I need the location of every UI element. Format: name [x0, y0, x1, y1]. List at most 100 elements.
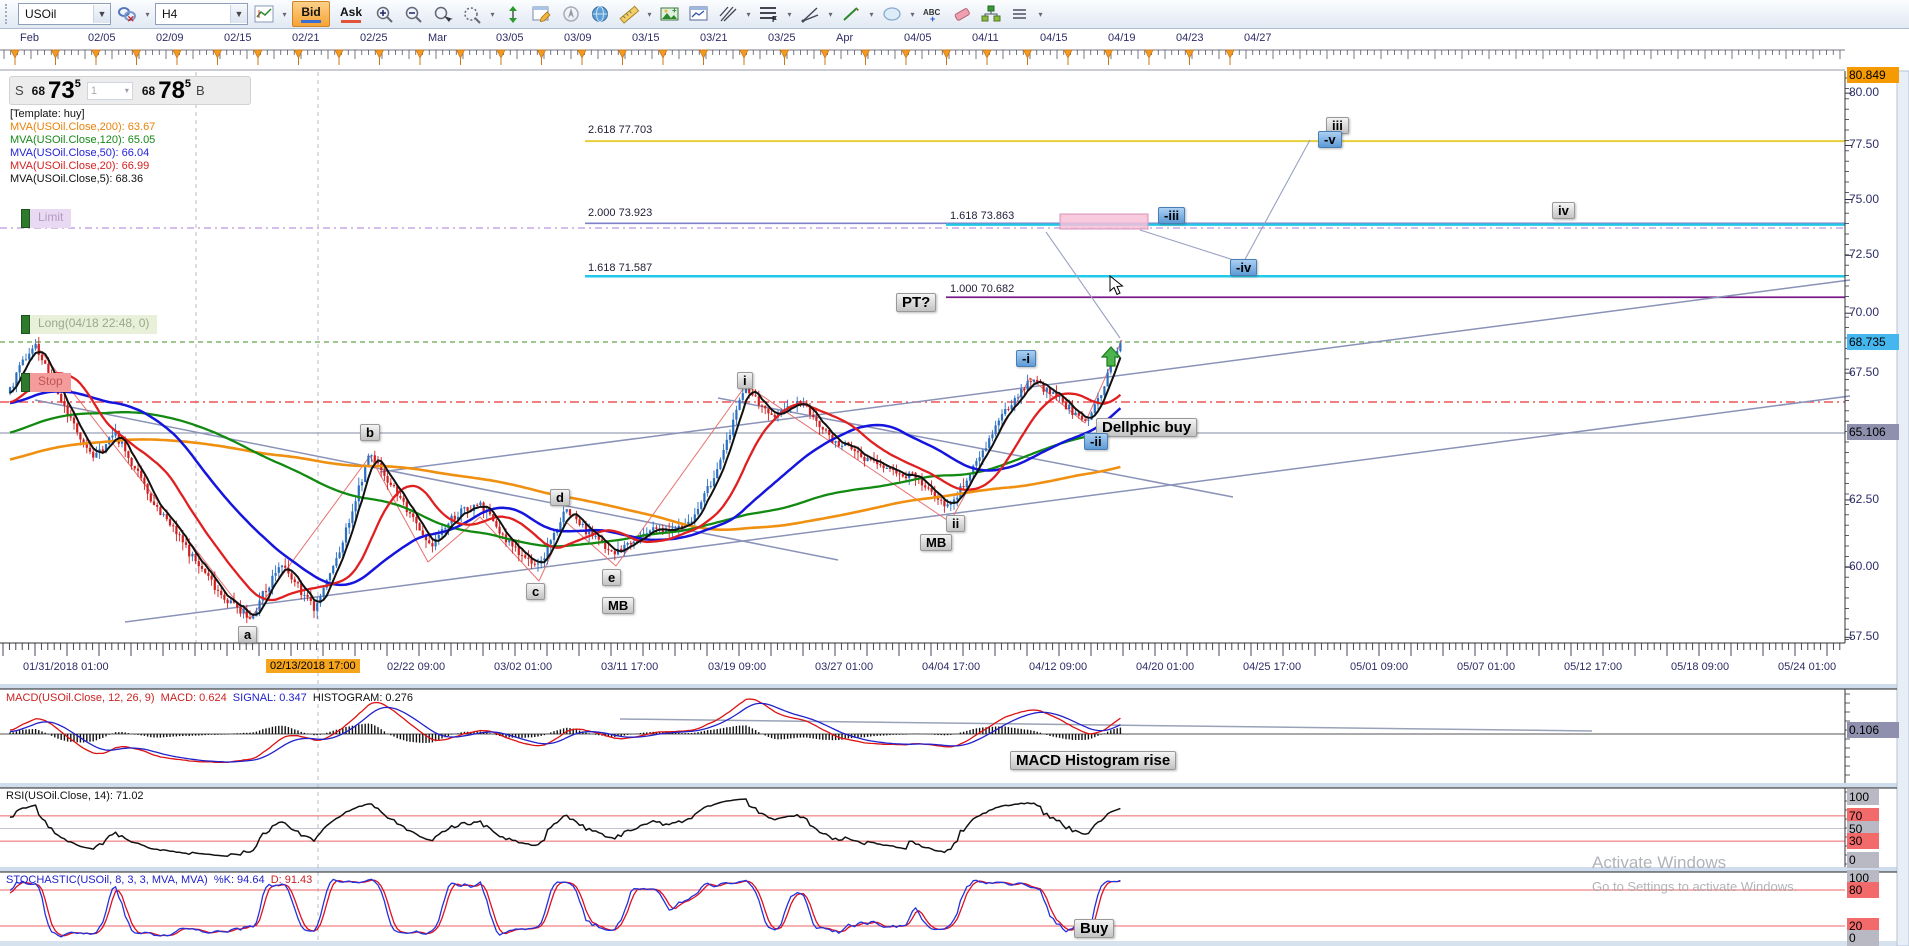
globe-icon[interactable]: [587, 2, 613, 26]
quantity-stepper[interactable]: 1 ▾: [86, 81, 133, 100]
ellipse-icon-dropdown-icon[interactable]: ▾: [910, 9, 915, 19]
svg-text:+: +: [930, 14, 935, 23]
price-axis-tag: 68.735: [1847, 334, 1899, 351]
eraser-icon[interactable]: [949, 2, 975, 26]
text-label-icon[interactable]: ABC +: [920, 2, 946, 26]
chart-type-icon-dropdown-icon[interactable]: ▾: [282, 9, 287, 19]
indicator-legend-line: MVA(USOil.Close,20): 66.99: [10, 160, 150, 172]
add-image-icon[interactable]: +: [657, 2, 683, 26]
sell-side-label: S: [15, 83, 24, 98]
svg-text:F: F: [772, 15, 777, 23]
quantity-dropdown-icon[interactable]: ▾: [124, 86, 129, 95]
wave-label[interactable]: iii: [1326, 117, 1349, 134]
zoom-range-icon-dropdown-icon[interactable]: ▾: [490, 9, 495, 19]
wave-label[interactable]: Buy: [1074, 919, 1115, 938]
zoom-range-icon[interactable]: [459, 2, 485, 26]
price-axis-label: 67.50: [1849, 365, 1880, 380]
wave-label[interactable]: ii: [946, 515, 966, 532]
ask-button[interactable]: Ask: [333, 2, 369, 26]
bid-button[interactable]: Bid: [292, 1, 330, 27]
wave-label[interactable]: -iii: [1158, 207, 1186, 224]
wave-label[interactable]: c: [526, 583, 546, 600]
unlink-icon[interactable]: ✕: [114, 2, 140, 26]
price-axis-label: 80.00: [1849, 85, 1880, 100]
ruler-icon-dropdown-icon[interactable]: ▾: [647, 9, 652, 19]
pencil-icon-dropdown-icon[interactable]: ▾: [869, 9, 874, 19]
price-axis-label: 60.00: [1849, 559, 1880, 574]
chart-type-icon[interactable]: [251, 2, 277, 26]
wave-label[interactable]: b: [360, 424, 380, 441]
menu-lines-icon-dropdown-icon[interactable]: ▾: [1038, 9, 1043, 19]
indicator-legend-line: MVA(USOil.Close,200): 63.67: [10, 121, 156, 133]
fibonacci-icon-dropdown-icon[interactable]: ▾: [787, 9, 792, 19]
long-tag[interactable]: Long(04/18 22:48, 0): [21, 315, 158, 334]
wave-label[interactable]: iv: [1552, 202, 1575, 219]
zoom-out-icon[interactable]: [401, 2, 427, 26]
rsi-axis-tag: 100: [1847, 789, 1879, 805]
date-ruler-label: 04/05: [904, 32, 932, 44]
time-axis-label: 02/13/2018 17:00: [266, 659, 360, 673]
edit-window-icon[interactable]: [529, 2, 555, 26]
wave-label[interactable]: MB: [920, 534, 953, 551]
vertical-scale-icon[interactable]: [500, 2, 526, 26]
timeframe-combo-dropdown-icon[interactable]: ▼: [230, 5, 247, 23]
menu-lines-icon[interactable]: [1007, 2, 1033, 26]
wave-label[interactable]: Dellphic buy: [1096, 418, 1198, 437]
wave-label[interactable]: MB: [602, 597, 635, 614]
zoom-cursor-icon[interactable]: [430, 2, 456, 26]
ruler-icon[interactable]: [616, 2, 642, 26]
date-ruler-label: Feb: [20, 32, 39, 44]
activate-windows-hint: Go to Settings to activate Windows.: [1592, 879, 1798, 894]
price-axis-tag: 80.849: [1847, 66, 1899, 83]
limit-tag[interactable]: Limit: [21, 209, 72, 228]
structure-icon[interactable]: [978, 2, 1004, 26]
fibonacci-icon[interactable]: F: [756, 2, 782, 26]
time-axis-label: 03/11 17:00: [601, 661, 659, 673]
timeframe-combo[interactable]: H4 ▼: [155, 3, 248, 25]
trendlines-icon[interactable]: [797, 2, 823, 26]
rsi-axis-tag: 30: [1847, 833, 1879, 850]
wave-label[interactable]: -i: [1016, 350, 1036, 367]
compass-icon[interactable]: [558, 2, 584, 26]
ellipse-icon[interactable]: [879, 2, 905, 26]
quote-ticket[interactable]: S 68 73 5 1 ▾ 68 78 5 B: [9, 76, 251, 105]
stoch-header: STOCHASTIC(USOil, 8, 3, 3, MVA, MVA) %K:…: [6, 874, 313, 886]
rsi-axis-tag: 50: [1847, 820, 1879, 837]
indicator-legend-line: MVA(USOil.Close,50): 66.04: [10, 147, 150, 159]
pencil-icon[interactable]: [838, 2, 864, 26]
wave-label[interactable]: -iv: [1230, 259, 1258, 276]
time-axis-label: 05/07 01:00: [1457, 661, 1516, 673]
date-ruler-label: 04/15: [1040, 32, 1068, 44]
order-marker-icon: [21, 209, 30, 228]
wave-label[interactable]: i: [737, 372, 753, 389]
buy-side-label: B: [196, 83, 205, 98]
ask-price-pip: 5: [184, 77, 192, 90]
pitchfork-icon[interactable]: [715, 2, 741, 26]
symbol-combo[interactable]: USOil ▼: [18, 3, 111, 25]
price-axis-label: 72.50: [1849, 247, 1880, 262]
date-ruler-label: 02/21: [292, 32, 320, 44]
wave-label[interactable]: a: [238, 626, 258, 643]
zoom-in-icon[interactable]: [372, 2, 398, 26]
wave-label[interactable]: MACD Histogram rise: [1010, 751, 1177, 770]
trendlines-icon-dropdown-icon[interactable]: ▾: [828, 9, 833, 19]
time-axis-label: 04/25 17:00: [1243, 661, 1302, 673]
chart-window-icon[interactable]: [686, 2, 712, 26]
time-axis-label: 01/31/2018 01:00: [23, 661, 109, 673]
wave-label[interactable]: e: [602, 569, 622, 586]
wave-label[interactable]: -v: [1318, 131, 1342, 148]
unlink-icon-dropdown-icon[interactable]: ▾: [145, 9, 150, 19]
pitchfork-icon-dropdown-icon[interactable]: ▾: [746, 9, 751, 19]
order-marker-icon: [21, 315, 30, 334]
time-axis-label: 02/22 09:00: [387, 661, 446, 673]
wave-label[interactable]: PT?: [896, 293, 937, 312]
wave-label[interactable]: -ii: [1084, 433, 1108, 450]
template-title: [Template: huy]: [10, 108, 85, 120]
macd-axis-tag: 0.106: [1847, 722, 1899, 739]
fib-level-label: 1.618 73.863: [950, 210, 1015, 222]
wave-label[interactable]: d: [550, 489, 570, 506]
stop-tag[interactable]: Stop: [21, 373, 71, 392]
date-ruler-label: 04/23: [1176, 32, 1204, 44]
symbol-combo-dropdown-icon[interactable]: ▼: [93, 5, 110, 23]
